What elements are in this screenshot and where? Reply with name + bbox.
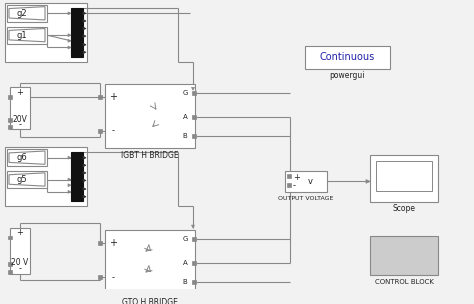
Polygon shape xyxy=(9,173,45,186)
Polygon shape xyxy=(68,178,71,181)
Text: g6: g6 xyxy=(17,153,27,162)
Text: -: - xyxy=(18,264,21,273)
Polygon shape xyxy=(68,40,71,42)
Bar xyxy=(8,270,12,274)
Polygon shape xyxy=(366,179,370,183)
Polygon shape xyxy=(83,27,86,30)
Bar xyxy=(192,91,196,95)
Bar xyxy=(192,261,196,265)
Polygon shape xyxy=(191,87,194,90)
Bar xyxy=(192,237,196,241)
Text: Scope: Scope xyxy=(392,205,416,213)
Polygon shape xyxy=(9,7,45,20)
Bar xyxy=(7,149,47,166)
Text: G: G xyxy=(182,236,188,242)
Bar xyxy=(98,95,102,99)
Text: -: - xyxy=(111,126,115,136)
Bar xyxy=(7,5,47,22)
Text: B: B xyxy=(182,133,187,139)
Bar xyxy=(7,26,47,44)
Bar xyxy=(285,171,327,192)
Text: 20V: 20V xyxy=(13,115,27,124)
Bar xyxy=(8,118,12,122)
Bar xyxy=(7,171,47,188)
Polygon shape xyxy=(83,179,86,182)
Polygon shape xyxy=(83,19,86,22)
Bar xyxy=(105,230,195,294)
Bar xyxy=(5,3,87,62)
Bar xyxy=(192,280,196,284)
Text: Continuous: Continuous xyxy=(320,53,375,62)
Polygon shape xyxy=(83,188,86,190)
Polygon shape xyxy=(83,35,86,37)
Bar xyxy=(105,84,195,148)
Polygon shape xyxy=(83,12,86,15)
Text: -: - xyxy=(18,120,21,129)
Polygon shape xyxy=(83,164,86,167)
Text: OUTPUT VOLTAGE: OUTPUT VOLTAGE xyxy=(278,196,334,201)
Bar xyxy=(8,262,12,266)
Bar xyxy=(8,95,12,99)
Bar xyxy=(376,161,432,191)
Bar xyxy=(8,236,12,239)
Bar xyxy=(10,87,30,129)
Text: +: + xyxy=(17,88,23,97)
Polygon shape xyxy=(191,225,194,228)
Text: B: B xyxy=(182,279,187,285)
Bar xyxy=(71,8,83,57)
Bar xyxy=(192,134,196,138)
Text: powergui: powergui xyxy=(330,71,365,81)
Text: IGBT H BRIDGE: IGBT H BRIDGE xyxy=(121,151,179,160)
Text: g1: g1 xyxy=(17,31,27,40)
Polygon shape xyxy=(68,12,71,15)
Polygon shape xyxy=(68,190,71,193)
Text: CONTROL BLOCK: CONTROL BLOCK xyxy=(374,279,433,285)
Bar xyxy=(98,275,102,279)
Text: -: - xyxy=(111,273,115,282)
Text: GTO H BRIDGE: GTO H BRIDGE xyxy=(122,298,178,304)
Bar xyxy=(98,129,102,133)
Polygon shape xyxy=(9,29,45,42)
Bar xyxy=(71,152,83,201)
Bar xyxy=(370,155,438,202)
Bar xyxy=(5,147,87,206)
Polygon shape xyxy=(83,43,86,46)
Polygon shape xyxy=(68,34,71,36)
Text: +: + xyxy=(17,228,23,237)
Bar xyxy=(10,228,30,274)
Text: A: A xyxy=(182,260,187,266)
Polygon shape xyxy=(83,171,86,174)
Bar xyxy=(8,125,12,129)
Bar xyxy=(287,183,291,187)
Text: g2: g2 xyxy=(17,9,27,18)
Bar xyxy=(192,115,196,119)
Text: G: G xyxy=(182,90,188,96)
Text: g5: g5 xyxy=(17,175,27,184)
Bar xyxy=(370,236,438,275)
Polygon shape xyxy=(68,184,71,187)
Polygon shape xyxy=(68,46,71,49)
Bar xyxy=(305,46,390,69)
Text: v: v xyxy=(308,177,312,186)
Text: +: + xyxy=(109,92,117,102)
Polygon shape xyxy=(9,151,45,164)
Text: -: - xyxy=(293,181,296,190)
Text: +: + xyxy=(293,173,300,182)
Text: 20 V: 20 V xyxy=(11,257,28,267)
Polygon shape xyxy=(83,51,86,54)
Text: +: + xyxy=(109,238,117,248)
Polygon shape xyxy=(83,156,86,159)
Bar xyxy=(98,241,102,245)
Polygon shape xyxy=(83,195,86,198)
Polygon shape xyxy=(68,156,71,159)
Text: A: A xyxy=(182,114,187,120)
Bar xyxy=(287,174,291,178)
